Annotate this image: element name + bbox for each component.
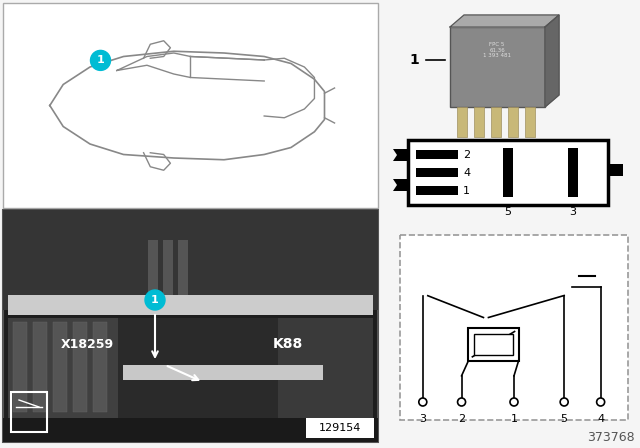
Bar <box>13 322 27 412</box>
Bar <box>118 318 278 418</box>
Text: 1: 1 <box>151 295 159 305</box>
Bar <box>178 240 188 295</box>
Text: 2: 2 <box>463 150 470 159</box>
Polygon shape <box>393 179 408 191</box>
Text: 5: 5 <box>561 414 568 424</box>
Circle shape <box>419 398 427 406</box>
Polygon shape <box>393 149 408 161</box>
Bar <box>278 318 373 418</box>
Bar <box>416 168 458 177</box>
Bar <box>468 327 518 361</box>
Bar <box>163 240 173 295</box>
Circle shape <box>90 51 111 70</box>
Bar <box>306 418 374 438</box>
Circle shape <box>560 398 568 406</box>
Text: 4: 4 <box>463 168 470 177</box>
Bar <box>3 210 378 310</box>
Bar <box>474 107 484 137</box>
Polygon shape <box>545 15 559 107</box>
Bar <box>408 140 608 205</box>
Bar <box>474 333 513 355</box>
Bar <box>568 148 578 197</box>
Bar <box>400 235 628 420</box>
Circle shape <box>596 398 605 406</box>
Bar <box>508 107 518 137</box>
Bar <box>503 148 513 197</box>
Bar <box>457 107 467 137</box>
Bar <box>11 392 47 432</box>
Bar <box>525 107 535 137</box>
Text: 129154: 129154 <box>319 423 361 433</box>
Circle shape <box>458 398 465 406</box>
Bar <box>148 240 158 295</box>
Bar <box>608 164 623 176</box>
Bar <box>416 186 458 195</box>
Bar <box>3 418 378 442</box>
Bar <box>450 27 545 107</box>
Polygon shape <box>608 164 623 176</box>
Text: 2: 2 <box>458 414 465 424</box>
Text: 373768: 373768 <box>588 431 635 444</box>
Bar <box>93 322 107 412</box>
Text: X18259: X18259 <box>61 338 114 351</box>
Text: K88: K88 <box>273 337 303 351</box>
Bar <box>395 5 635 220</box>
Text: 1: 1 <box>409 53 419 67</box>
Bar <box>416 150 458 159</box>
Bar <box>123 365 323 380</box>
Bar <box>53 322 67 412</box>
Bar <box>33 322 47 412</box>
Circle shape <box>145 290 165 310</box>
Bar <box>3 210 378 442</box>
Polygon shape <box>450 15 559 27</box>
Bar <box>8 295 373 315</box>
Bar <box>8 318 118 418</box>
Text: 3: 3 <box>419 414 426 424</box>
Circle shape <box>510 398 518 406</box>
Text: 1: 1 <box>97 56 104 65</box>
Text: 1: 1 <box>511 414 518 424</box>
Text: 4: 4 <box>597 414 604 424</box>
Text: FPC 5
61.36
1 393 481: FPC 5 61.36 1 393 481 <box>483 42 511 58</box>
Text: 1: 1 <box>463 185 470 195</box>
Bar <box>491 107 501 137</box>
Bar <box>3 3 378 208</box>
Text: 5: 5 <box>504 207 511 217</box>
Text: 3: 3 <box>570 207 577 217</box>
Bar <box>73 322 87 412</box>
